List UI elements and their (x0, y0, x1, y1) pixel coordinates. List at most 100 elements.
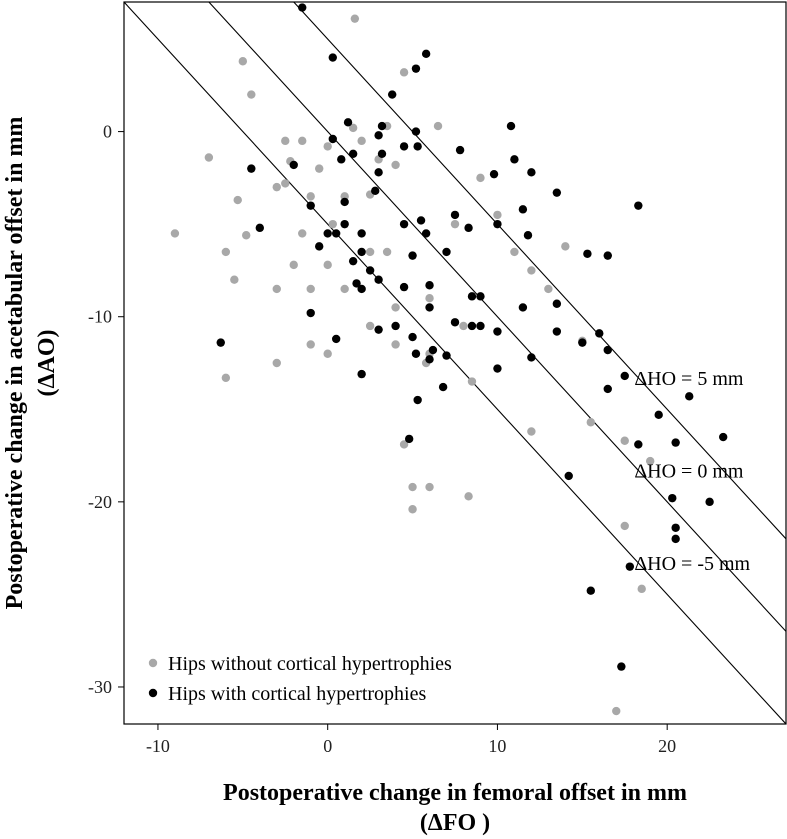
data-point-s1-7 (411, 127, 421, 136)
data-point-s1-66 (476, 321, 485, 331)
data-point-s1-80 (654, 410, 663, 420)
y-axis-title: Postoperative change in acetabular offse… (2, 117, 28, 610)
data-point-s1-72 (603, 345, 612, 355)
data-point-s1-15 (289, 160, 298, 170)
y-tick-label-0: 0 (103, 122, 112, 142)
data-point-s1-24 (331, 229, 341, 238)
data-point-s0-46 (425, 482, 434, 492)
data-point-s1-34 (518, 205, 528, 214)
data-point-s1-39 (348, 256, 358, 266)
data-point-s0-19 (233, 195, 242, 205)
data-point-s0-33 (425, 294, 434, 303)
data-point-s1-29 (416, 216, 426, 225)
data-point-s1-19 (510, 155, 519, 164)
data-point-s1-3 (411, 64, 421, 73)
data-point-s1-58 (391, 321, 400, 331)
data-point-s1-92 (617, 662, 626, 671)
data-point-s1-51 (552, 299, 562, 308)
data-point-s1-59 (408, 332, 417, 342)
data-point-s0-31 (340, 284, 349, 294)
data-point-s1-61 (428, 345, 438, 355)
x-axis-title-sub: (ΔFO ) (420, 810, 490, 836)
x-tick-label-2: 10 (488, 736, 506, 756)
reference-line-2 (124, 2, 786, 724)
data-point-s1-57 (374, 325, 383, 334)
data-point-s1-88 (671, 523, 680, 532)
data-point-s1-78 (603, 384, 612, 394)
data-point-s1-26 (357, 229, 366, 238)
data-point-s1-68 (527, 353, 536, 362)
legend-label-without: Hips without cortical hypertrophies (168, 653, 452, 675)
data-point-s1-41 (365, 266, 375, 275)
data-point-s1-13 (455, 145, 465, 155)
data-point-s0-23 (221, 247, 231, 257)
data-point-s0-44 (399, 440, 409, 449)
data-point-s1-85 (564, 471, 573, 481)
data-point-s1-67 (493, 364, 502, 373)
data-point-s1-54 (306, 308, 315, 318)
data-point-s1-89 (671, 534, 680, 544)
data-point-s0-58 (620, 521, 629, 531)
data-point-s1-10 (374, 131, 383, 140)
data-point-s1-21 (247, 164, 256, 173)
data-point-s0-52 (561, 242, 570, 251)
data-point-s0-37 (323, 349, 332, 358)
reference-line-0 (292, 2, 786, 540)
data-point-s0-63 (450, 219, 460, 229)
data-point-s1-79 (620, 371, 629, 381)
data-point-s1-94 (340, 197, 349, 207)
data-point-s1-52 (583, 249, 592, 258)
plot-frame (123, 1, 787, 725)
reference-line-label-1: ΔHO = 0 mm (634, 460, 744, 482)
data-point-s1-47 (467, 292, 477, 301)
data-point-s1-45 (425, 281, 434, 290)
data-point-s1-28 (399, 219, 409, 229)
data-point-s1-56 (352, 279, 361, 288)
data-point-s1-46 (425, 303, 434, 312)
data-point-s0-26 (365, 247, 375, 257)
legend-marker-without (148, 658, 158, 668)
data-point-s1-53 (603, 251, 612, 260)
data-point-s0-39 (391, 340, 400, 349)
data-point-s0-11 (204, 153, 214, 162)
data-point-s1-75 (413, 395, 422, 405)
data-point-s1-87 (705, 497, 714, 507)
data-point-s1-77 (404, 434, 414, 444)
x-tick-label-0: -10 (146, 736, 170, 756)
data-point-s1-44 (408, 251, 417, 260)
data-point-s0-67 (298, 229, 307, 238)
data-point-s0-56 (620, 436, 629, 445)
data-point-s1-18 (489, 169, 499, 179)
data-point-s1-8 (506, 121, 516, 131)
data-point-s1-71 (595, 329, 604, 338)
data-point-s1-40 (357, 247, 366, 257)
data-point-s1-70 (578, 338, 587, 347)
data-point-s1-36 (552, 188, 562, 197)
data-point-s1-97 (442, 247, 451, 257)
data-point-s0-45 (408, 482, 417, 492)
data-point-s1-49 (493, 327, 502, 336)
data-point-s1-60 (411, 349, 421, 358)
data-point-s1-43 (399, 282, 409, 292)
data-point-s1-31 (450, 210, 460, 220)
data-point-s0-35 (272, 358, 281, 368)
data-point-s0-43 (221, 373, 231, 383)
reference-line-labels: ΔHO = 5 mm ΔHO = 0 mm ΔHO = -5 mm (634, 368, 750, 575)
data-point-s0-49 (527, 427, 536, 436)
data-point-s0-57 (646, 456, 655, 466)
data-point-s1-50 (518, 303, 528, 312)
data-point-s1-11 (399, 142, 409, 151)
x-tick-label-3: 20 (658, 736, 676, 756)
data-point-s1-42 (374, 275, 383, 284)
data-point-s1-20 (527, 168, 536, 177)
data-point-s0-62 (510, 247, 519, 257)
x-axis-title: Postoperative change in femoral offset i… (223, 780, 687, 806)
data-point-s0-25 (323, 260, 332, 270)
legend-label-with: Hips with cortical hypertrophies (168, 683, 426, 705)
legend: Hips without cortical hypertrophies Hips… (148, 653, 452, 705)
data-point-s0-17 (306, 192, 315, 201)
data-point-s1-1 (328, 53, 337, 62)
data-point-s0-50 (544, 284, 553, 294)
data-point-s0-5 (433, 121, 443, 131)
